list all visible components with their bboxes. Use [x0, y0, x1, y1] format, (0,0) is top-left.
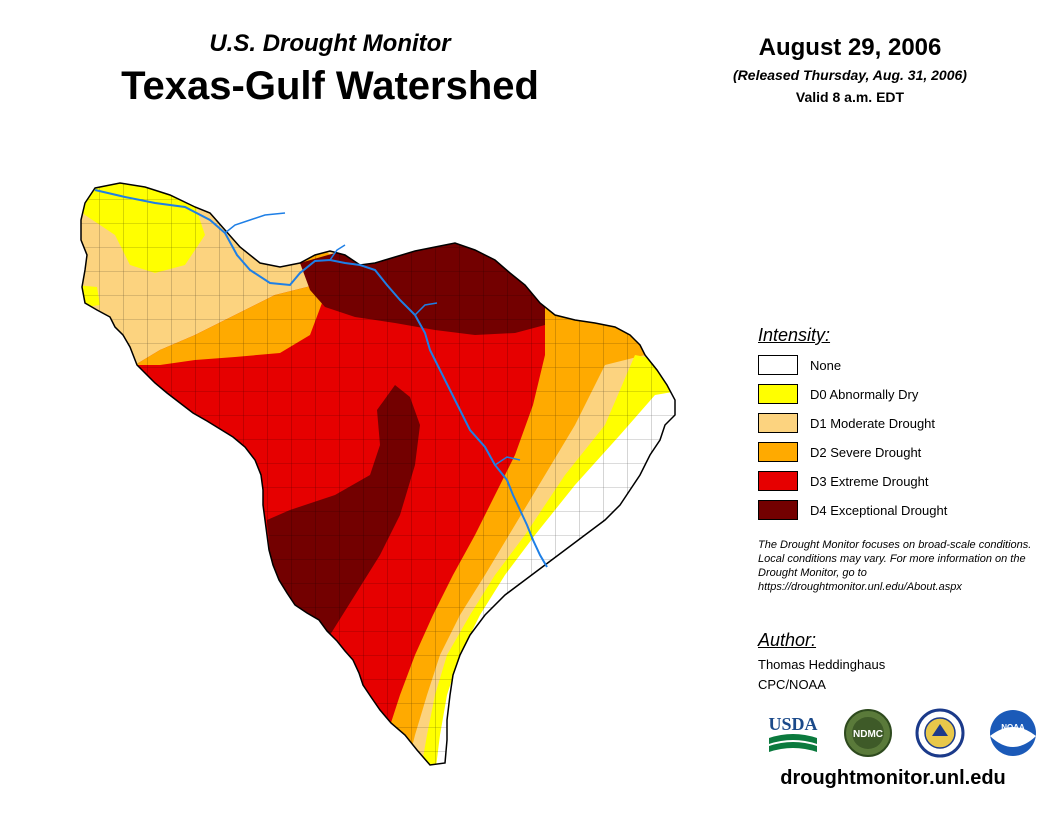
map-date: August 29, 2006: [758, 34, 942, 61]
author-heading: Author:: [758, 630, 817, 650]
legend-swatch: [758, 384, 798, 404]
map-subtitle: U.S. Drought Monitor: [209, 30, 451, 57]
ndmc-logo-text: NDMC: [853, 729, 883, 740]
release-date: (Released Thursday, Aug. 31, 2006): [733, 67, 967, 83]
legend-label: D0 Abnormally Dry: [810, 386, 919, 402]
map-title: Texas-Gulf Watershed: [121, 64, 539, 108]
usda-logo-text: USDA: [768, 714, 817, 734]
legend-label: D3 Extreme Drought: [810, 473, 929, 489]
noaa-logo-text: NOAA: [1001, 723, 1025, 732]
author-org: CPC/NOAA: [758, 677, 826, 692]
legend-item-d4: D4 Exceptional Drought: [758, 499, 947, 521]
legend-item-d3: D3 Extreme Drought: [758, 470, 929, 492]
legend-swatch: [758, 413, 798, 433]
legend-item-d2: D2 Severe Drought: [758, 441, 921, 463]
river-tributaries: [224, 212, 521, 466]
legend-swatch: [758, 442, 798, 462]
watershed-boundary: [80, 182, 676, 766]
legend-item-d1: D1 Moderate Drought: [758, 412, 935, 434]
usda-logo: USDA: [768, 714, 818, 752]
county-lines: [81, 183, 675, 765]
drought-map: [80, 182, 676, 766]
ndmc-logo: NDMC: [844, 709, 892, 757]
legend-heading: Intensity:: [758, 325, 831, 345]
legend-item-d0: D0 Abnormally Dry: [758, 383, 918, 405]
legend-label: D1 Moderate Drought: [810, 415, 936, 431]
disclaimer-note: The Drought Monitor focuses on broad-sca…: [758, 539, 1032, 593]
main-river: [94, 189, 548, 568]
legend-label: None: [810, 357, 842, 373]
legend-swatch: [758, 471, 798, 491]
legend-swatch: [758, 500, 798, 520]
commerce-seal-logo: [915, 708, 965, 758]
legend-swatch: [758, 355, 798, 375]
legend-label: D4 Exceptional Drought: [810, 502, 948, 518]
site-url[interactable]: droughtmonitor.unl.edu: [780, 767, 1006, 789]
legend-item-none: None: [758, 354, 841, 376]
noaa-logo: NOAA: [990, 710, 1036, 756]
legend-label: D2 Severe Drought: [810, 444, 922, 460]
valid-time: Valid 8 a.m. EDT: [795, 89, 905, 105]
author-name: Thomas Heddinghaus: [758, 657, 886, 672]
